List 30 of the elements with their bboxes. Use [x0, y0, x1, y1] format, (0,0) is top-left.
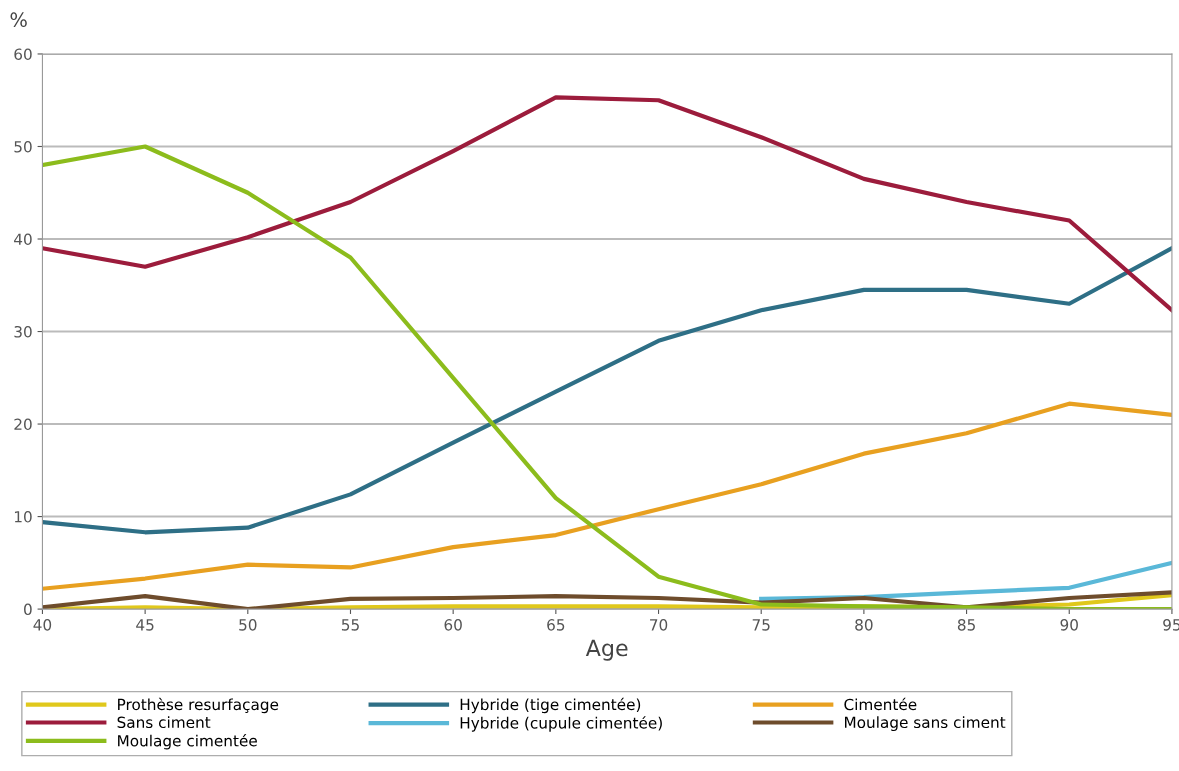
- y-tick-label: 10: [14, 511, 32, 523]
- line-series: [42, 246, 1172, 535]
- x-tick-label: 55: [341, 619, 359, 631]
- y-tick-label: 50: [14, 140, 32, 153]
- legend-label: Hybride (cupule cimentée): [460, 716, 662, 732]
- legend-label: Cimentée: [844, 697, 917, 711]
- x-tick-label: 90: [1060, 619, 1078, 631]
- x-tick-label: 85: [957, 619, 975, 631]
- y-tick-label: 40: [14, 233, 32, 246]
- legend-label: Moulage cimentée: [118, 734, 257, 750]
- x-tick-label: 60: [444, 619, 462, 631]
- line-series: [42, 95, 1172, 313]
- y-axis-title: %: [10, 12, 27, 28]
- legend-label: Moulage sans ciment: [845, 716, 1006, 732]
- x-tick-label: 75: [752, 619, 770, 631]
- x-tick-label: 45: [136, 619, 154, 631]
- x-tick-label: 70: [650, 619, 668, 631]
- y-tick-label: 30: [14, 326, 32, 338]
- line-series: [42, 401, 1172, 591]
- y-tick-label: 20: [14, 418, 32, 431]
- x-tick-label: 40: [33, 619, 52, 631]
- x-tick-label: 50: [239, 619, 257, 631]
- x-tick-label: 80: [855, 619, 873, 631]
- legend-label: Prothèse resurfaçage: [118, 697, 279, 714]
- legend-label: Sans ciment: [117, 716, 211, 729]
- y-tick-label: 60: [14, 48, 32, 60]
- x-axis-title: Age: [585, 639, 628, 661]
- legend-label: Hybride (tige cimentée): [460, 697, 641, 714]
- y-tick-label: 0: [24, 603, 32, 616]
- x-tick-label: 65: [547, 619, 565, 631]
